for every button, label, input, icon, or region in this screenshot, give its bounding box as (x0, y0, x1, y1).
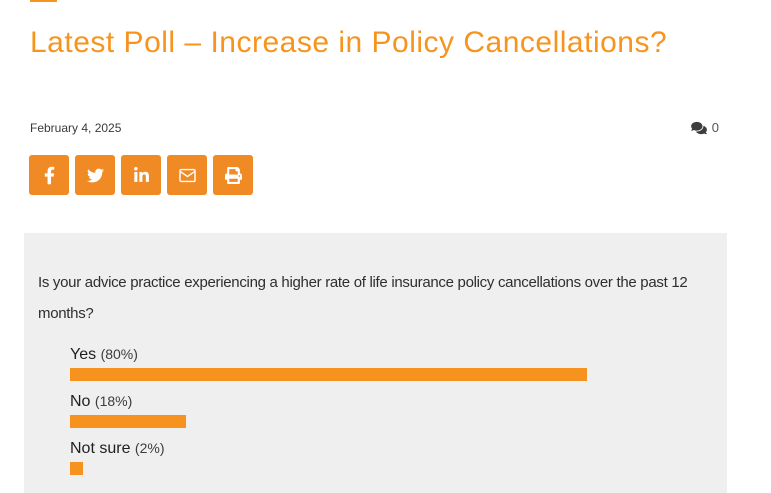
post-date: February 4, 2025 (30, 120, 122, 135)
share-facebook-button[interactable] (29, 155, 69, 195)
share-linkedin-button[interactable] (121, 155, 161, 195)
comments-link[interactable]: 0 (690, 120, 719, 135)
post-meta-row: February 4, 2025 0 (30, 120, 719, 135)
top-accent-line (30, 0, 57, 2)
poll-option-text: Not sure (70, 440, 131, 457)
share-print-button[interactable] (213, 155, 253, 195)
poll-option-yes: Yes (80%) (70, 345, 716, 381)
comments-icon (690, 121, 707, 135)
poll-results-list: Yes (80%) No (18%) Not sure (2%) (70, 345, 716, 475)
poll-option-text: Yes (70, 346, 97, 363)
twitter-icon (86, 167, 104, 184)
poll-option-label: No (18%) (70, 392, 716, 411)
poll-option-not-sure: Not sure (2%) (70, 439, 716, 475)
poll-option-text: No (70, 393, 91, 410)
share-twitter-button[interactable] (75, 155, 115, 195)
email-icon (178, 166, 197, 185)
poll-option-label: Yes (80%) (70, 345, 716, 364)
share-row (29, 155, 253, 195)
poll-result-bar (70, 462, 83, 475)
linkedin-icon (133, 166, 150, 184)
page-title: Latest Poll – Increase in Policy Cancell… (30, 26, 668, 59)
poll-option-label: Not sure (2%) (70, 439, 716, 458)
poll-result-bar (70, 368, 587, 381)
share-email-button[interactable] (167, 155, 207, 195)
poll-option-percent: (2%) (134, 440, 165, 456)
print-icon (224, 166, 242, 184)
poll-question: Is your advice practice experiencing a h… (38, 274, 688, 322)
poll-option-percent: (80%) (100, 346, 138, 362)
poll-option-no: No (18%) (70, 392, 716, 428)
facebook-icon (44, 166, 55, 185)
comments-count: 0 (711, 120, 719, 135)
poll-widget: Is your advice practice experiencing a h… (24, 233, 727, 493)
poll-option-percent: (18%) (94, 393, 133, 409)
poll-result-bar (70, 415, 187, 428)
